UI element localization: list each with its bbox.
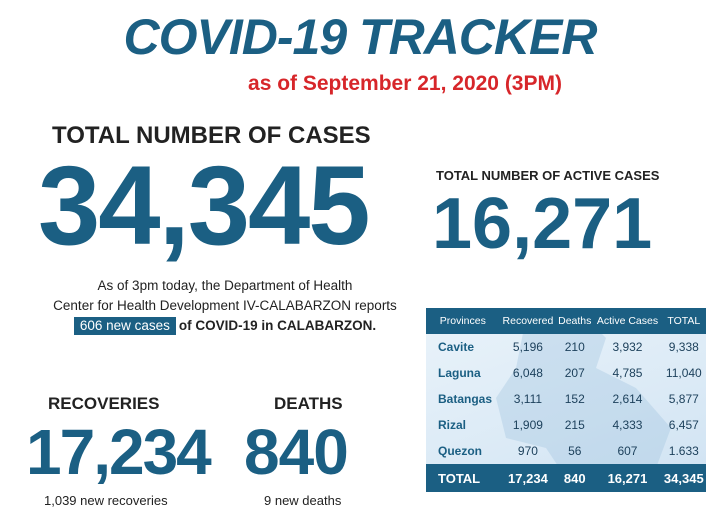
table-header-row: Provinces Recovered Deaths Active Cases … — [426, 308, 706, 334]
report-description: As of 3pm today, the Department of Healt… — [40, 276, 410, 336]
header-active-cases: Active Cases — [596, 315, 659, 327]
header-deaths: Deaths — [558, 315, 592, 327]
total-label-cell: TOTAL — [438, 470, 481, 486]
grand-total-cell: 34,345 — [663, 470, 704, 486]
total-active-cell: 16,271 — [607, 470, 648, 486]
deaths-cell: 207 — [564, 366, 585, 380]
province-name: Batangas — [438, 392, 493, 406]
header-provinces: Provinces — [439, 315, 486, 327]
table-row: Quezon 970 56 607 1.633 — [426, 438, 706, 464]
total-cell: 9,338 — [668, 340, 699, 354]
total-cell: 1.633 — [668, 444, 699, 458]
total-cases-label: TOTAL NUMBER OF CASES — [52, 122, 371, 149]
table-total-row: TOTAL 17,234 840 16,271 34,345 — [426, 464, 706, 492]
province-name: Laguna — [438, 366, 481, 380]
total-cases-value: 34,345 — [38, 143, 371, 268]
new-cases-badge: 606 new cases — [73, 317, 176, 335]
deaths-value: 840 — [244, 416, 349, 488]
province-name: Cavite — [438, 340, 475, 354]
province-name: Quezon — [438, 444, 482, 458]
description-line-3: 606 new cases of COVID-19 in CALABARZON. — [73, 316, 377, 336]
description-line-2: Center for Health Development IV-CALABAR… — [53, 298, 397, 313]
active-cell: 3,932 — [612, 340, 643, 354]
deaths-cell: 215 — [564, 418, 585, 432]
deaths-cell: 56 — [568, 444, 582, 458]
active-cell: 4,785 — [612, 366, 643, 380]
recovered-cell: 6,048 — [512, 366, 543, 380]
province-table: Provinces Recovered Deaths Active Cases … — [426, 308, 706, 492]
table-row: Rizal 1,909 215 4,333 6,457 — [426, 412, 706, 438]
description-line-1: As of 3pm today, the Department of Healt… — [97, 278, 353, 293]
as-of-date: as of September 21, 2020 (3PM) — [248, 72, 562, 95]
deaths-cell: 152 — [564, 392, 585, 406]
recoveries-value: 17,234 — [26, 416, 212, 488]
table-row: Batangas 3,111 152 2,614 5,877 — [426, 386, 706, 412]
province-name: Rizal — [438, 418, 467, 432]
active-cases-label: TOTAL NUMBER OF ACTIVE CASES — [436, 168, 660, 183]
total-cell: 5,877 — [668, 392, 699, 406]
table-row: Laguna 6,048 207 4,785 11,040 — [426, 360, 706, 386]
header-recovered: Recovered — [502, 315, 554, 327]
total-cell: 11,040 — [665, 366, 702, 380]
recovered-cell: 3,111 — [513, 392, 543, 406]
recovered-cell: 5,196 — [512, 340, 543, 354]
active-cell: 607 — [617, 444, 638, 458]
table-row: Cavite 5,196 210 3,932 9,338 — [426, 334, 706, 360]
total-cell: 6,457 — [668, 418, 699, 432]
active-cell: 4,333 — [612, 418, 643, 432]
recovered-cell: 970 — [517, 444, 538, 458]
page-title: COVID-19 TRACKER — [123, 9, 598, 65]
province-table-panel: Provinces Recovered Deaths Active Cases … — [426, 308, 706, 492]
calabarzon-map-watermark — [496, 308, 671, 488]
recovered-cell: 1,909 — [512, 418, 543, 432]
total-deaths-cell: 840 — [563, 470, 586, 486]
deaths-label: DEATHS — [274, 394, 343, 413]
total-recovered-cell: 17,234 — [508, 470, 548, 486]
description-line-3-rest: of COVID-19 in CALABARZON. — [178, 318, 377, 333]
active-cell: 2,614 — [612, 392, 643, 406]
deaths-cell: 210 — [564, 340, 585, 354]
new-recoveries-text: 1,039 new recoveries — [44, 493, 168, 508]
active-cases-value: 16,271 — [432, 184, 653, 264]
new-deaths-text: 9 new deaths — [264, 493, 342, 508]
recoveries-label: RECOVERIES — [48, 394, 160, 413]
header-total: TOTAL — [667, 315, 701, 327]
